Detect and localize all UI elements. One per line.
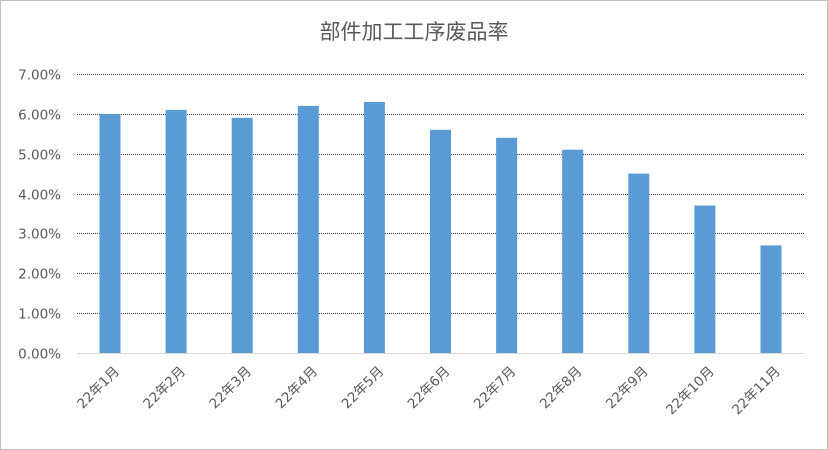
y-axis-ticks: 0.00% 1.00% 2.00% 3.00% 4.00% 5.00% 6.00% 7.00% <box>18 68 61 363</box>
bar <box>99 113 121 354</box>
bar <box>496 137 518 353</box>
bar <box>694 205 716 353</box>
x-tick-label: 22年1月 <box>74 364 123 413</box>
x-tick-label: 22年5月 <box>339 364 388 413</box>
bar <box>430 129 451 353</box>
x-tick-label: 22年9月 <box>603 364 652 413</box>
y-tick-label: 1.00% <box>18 307 61 323</box>
x-axis-ticks: 22年1月 22年2月 22年3月 22年4月 22年5月 22年6月 22年7月 22年8月… <box>74 364 784 419</box>
bar <box>165 109 187 354</box>
x-tick-label: 22年8月 <box>537 364 586 413</box>
y-tick-label: 5.00% <box>18 148 61 164</box>
bar <box>628 173 650 353</box>
bars <box>99 101 782 354</box>
bar <box>297 105 319 354</box>
gridlines <box>77 74 804 354</box>
bar <box>231 117 253 353</box>
bar <box>760 245 782 353</box>
bar <box>363 101 385 354</box>
chart-title: 部件加工工序废品率 <box>319 20 509 44</box>
x-tick-label: 22年10月 <box>663 364 718 419</box>
bar <box>562 149 584 353</box>
x-tick-label: 22年4月 <box>273 364 322 413</box>
x-tick-label: 22年2月 <box>140 364 189 413</box>
y-tick-label: 7.00% <box>18 68 61 84</box>
x-tick-label: 22年11月 <box>729 364 784 419</box>
y-tick-label: 0.00% <box>18 347 61 363</box>
x-tick-label: 22年7月 <box>471 364 520 413</box>
x-tick-label: 22年3月 <box>206 364 255 413</box>
x-tick-label: 22年6月 <box>405 364 454 413</box>
y-tick-label: 4.00% <box>18 188 61 204</box>
y-tick-label: 3.00% <box>18 227 61 243</box>
y-tick-label: 2.00% <box>18 267 61 283</box>
y-tick-label: 6.00% <box>18 108 61 124</box>
